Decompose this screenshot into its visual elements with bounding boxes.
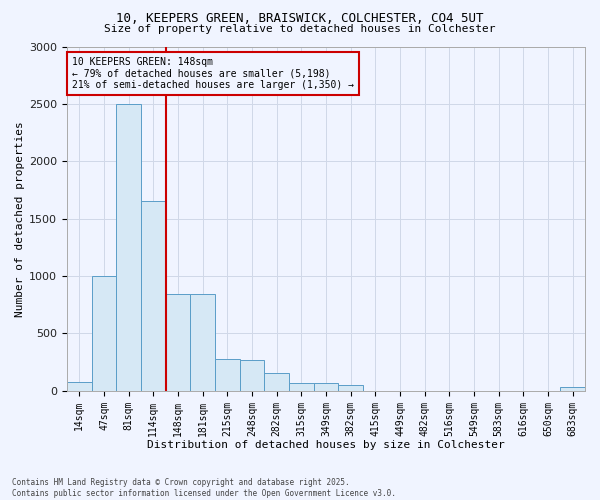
Text: 10, KEEPERS GREEN, BRAISWICK, COLCHESTER, CO4 5UT: 10, KEEPERS GREEN, BRAISWICK, COLCHESTER…: [116, 12, 484, 26]
X-axis label: Distribution of detached houses by size in Colchester: Distribution of detached houses by size …: [147, 440, 505, 450]
Bar: [92, 276, 116, 391]
Y-axis label: Number of detached properties: Number of detached properties: [15, 121, 25, 316]
Bar: [67, 382, 92, 391]
Text: Contains HM Land Registry data © Crown copyright and database right 2025.
Contai: Contains HM Land Registry data © Crown c…: [12, 478, 396, 498]
Bar: [338, 384, 363, 391]
Text: 10 KEEPERS GREEN: 148sqm
← 79% of detached houses are smaller (5,198)
21% of sem: 10 KEEPERS GREEN: 148sqm ← 79% of detach…: [72, 57, 354, 90]
Bar: [239, 360, 265, 391]
Text: Size of property relative to detached houses in Colchester: Size of property relative to detached ho…: [104, 24, 496, 34]
Bar: [166, 294, 190, 391]
Bar: [560, 388, 585, 391]
Bar: [141, 202, 166, 391]
Bar: [289, 384, 314, 391]
Bar: [116, 104, 141, 391]
Bar: [190, 294, 215, 391]
Bar: [314, 384, 338, 391]
Bar: [265, 373, 289, 391]
Bar: [215, 360, 239, 391]
